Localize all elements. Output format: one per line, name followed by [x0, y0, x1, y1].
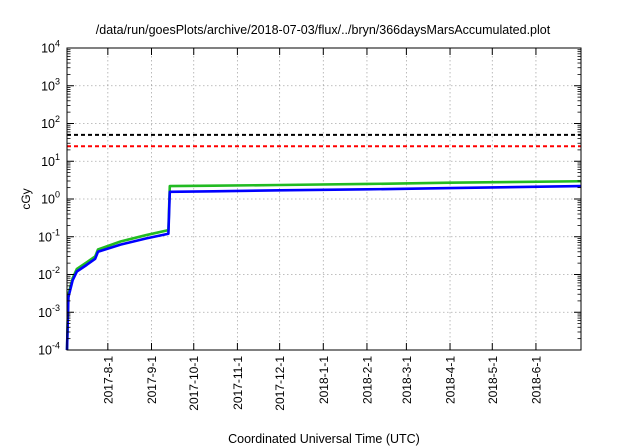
x-tick-label: 2018-6-1: [529, 356, 543, 404]
x-tick-label: 2018-2-1: [360, 356, 374, 404]
y-tick-label: 102: [41, 114, 60, 131]
y-tick-label: 103: [41, 76, 60, 93]
x-tick-labels: 2017-8-1 2017-9-1 2017-10-1 2017-11-1 2017-1…: [101, 356, 543, 411]
y-tick-label: 10-3: [38, 303, 60, 320]
x-tick-label: 2018-3-1: [400, 356, 414, 404]
y-tick-label: 10-1: [38, 227, 60, 244]
x-tick-label: 2017-11-1: [231, 356, 245, 410]
x-tick-label: 2017-9-1: [145, 356, 159, 404]
x-tick-label: 2017-10-1: [187, 356, 201, 411]
series-line: [65, 179, 582, 351]
y-axis-label: cGy: [19, 188, 33, 209]
x-tick-label: 2018-1-1: [317, 356, 331, 404]
reference-lines: [67, 133, 581, 148]
y-tick-label: 10-4: [38, 341, 60, 358]
series-line: [65, 184, 582, 351]
x-tick-label: 2018-5-1: [486, 356, 500, 404]
series-layer: [65, 179, 582, 351]
x-axis-label: Coordinated Universal Time (UTC): [228, 432, 420, 446]
y-tick-label: 10-2: [38, 265, 60, 282]
x-tick-label: 2017-12-1: [273, 356, 287, 411]
chart-title: /data/run/goesPlots/archive/2018-07-03/f…: [96, 23, 551, 37]
y-tick-label: 100: [41, 190, 60, 207]
tick-marks: [67, 47, 581, 351]
y-tick-label: 101: [41, 152, 60, 169]
grid-layer: [67, 48, 581, 350]
y-tick-labels: 10-4 10-3 10-2 10-1 100 101 102 103 104: [38, 39, 60, 358]
x-tick-label: 2018-4-1: [444, 356, 458, 404]
x-tick-label: 2017-8-1: [101, 356, 115, 404]
y-tick-label: 104: [41, 39, 60, 56]
